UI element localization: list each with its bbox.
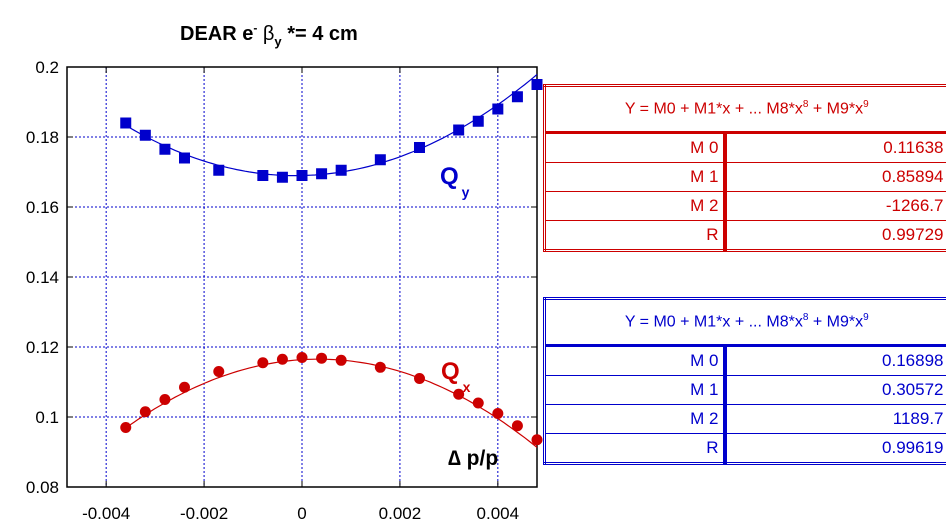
y-tick-label: 0.12 bbox=[26, 338, 59, 357]
data-point-square bbox=[276, 171, 288, 183]
data-point-circle bbox=[492, 408, 504, 419]
data-point-circle bbox=[414, 373, 425, 384]
q-y-label: Qy bbox=[440, 163, 470, 200]
data-point-circle bbox=[374, 361, 386, 373]
chart-title: DEAR e- βy *= 4 cm bbox=[180, 21, 358, 49]
param-value: 0.11638 bbox=[724, 132, 946, 163]
table-row: M 1 0.85894 bbox=[544, 162, 946, 192]
data-point-square bbox=[374, 154, 386, 166]
table-row: R 0.99619 bbox=[544, 433, 946, 464]
data-point-circle bbox=[511, 420, 523, 432]
param-name: M 0 bbox=[544, 132, 727, 163]
param-value: 0.16898 bbox=[724, 345, 946, 376]
data-point-square bbox=[296, 170, 308, 181]
param-name: M 2 bbox=[544, 191, 727, 221]
y-tick-label: 0.1 bbox=[35, 408, 59, 427]
table-row: R 0.99729 bbox=[544, 220, 946, 251]
data-point-circle bbox=[276, 353, 288, 365]
data-point-square bbox=[492, 103, 504, 115]
table-row: M 0 0.11638 bbox=[544, 132, 946, 163]
grid bbox=[67, 67, 537, 487]
data-point-circle bbox=[257, 357, 269, 369]
param-value: 0.99729 bbox=[724, 220, 946, 251]
data-point-circle bbox=[139, 406, 151, 418]
y-tick-label: 0.14 bbox=[26, 268, 59, 287]
param-name: M 0 bbox=[544, 345, 727, 376]
data-point-circle bbox=[213, 366, 225, 377]
param-value: 1189.7 bbox=[724, 404, 946, 434]
x-tick-label: -0.002 bbox=[180, 504, 228, 523]
data-point-square bbox=[335, 164, 347, 176]
x-tick-label: 0 bbox=[297, 504, 306, 523]
series bbox=[120, 74, 543, 448]
x-tick-label: 0.004 bbox=[477, 504, 520, 523]
param-name: M 1 bbox=[544, 375, 727, 405]
fit-table-red: Y = M0 + M1*x + ... M8*x8 + M9*x9 M 0 0.1… bbox=[543, 84, 946, 252]
y-tick-label: 0.16 bbox=[26, 198, 59, 217]
data-point-square bbox=[531, 79, 543, 90]
data-point-square bbox=[139, 129, 151, 141]
param-name: M 2 bbox=[544, 404, 727, 434]
data-point-square bbox=[453, 124, 465, 136]
y-tick-label: 0.18 bbox=[26, 128, 59, 147]
x-tick-label: -0.004 bbox=[82, 504, 130, 523]
data-point-circle bbox=[531, 434, 543, 446]
fit-curve bbox=[125, 358, 538, 448]
data-point-square bbox=[472, 115, 484, 127]
param-value: 0.30572 bbox=[724, 375, 946, 405]
param-name: R bbox=[544, 220, 727, 251]
data-point-square bbox=[316, 168, 328, 180]
table-row: M 2 1189.7 bbox=[544, 404, 946, 434]
q-x-label: Qx bbox=[441, 358, 471, 395]
y-tick-label: 0.08 bbox=[26, 478, 59, 497]
table-row: M 2 -1266.7 bbox=[544, 191, 946, 221]
param-name: R bbox=[544, 433, 727, 464]
data-point-circle bbox=[179, 381, 190, 393]
data-point-circle bbox=[453, 388, 465, 400]
data-point-square bbox=[120, 117, 132, 129]
x-axis-label: ∆ p/p bbox=[448, 447, 498, 470]
x-tick-label: 0.002 bbox=[379, 504, 422, 523]
table-row: M 1 0.30572 bbox=[544, 375, 946, 405]
fit-curve bbox=[125, 74, 538, 177]
data-point-circle bbox=[159, 394, 171, 405]
axis-ticks: 0.08 0.1 0.12 0.14 0.16 0.18 0.2 -0.004 -0.002 0 0… bbox=[26, 58, 537, 523]
data-point-circle bbox=[296, 352, 308, 363]
data-point-square bbox=[257, 170, 269, 181]
y-tick-label: 0.2 bbox=[35, 58, 59, 77]
param-value: 0.85894 bbox=[724, 162, 946, 192]
data-point-square bbox=[213, 164, 225, 176]
table-row: M 0 0.16898 bbox=[544, 345, 946, 376]
param-name: M 1 bbox=[544, 162, 727, 192]
data-point-square bbox=[179, 152, 190, 164]
data-point-circle bbox=[120, 422, 132, 433]
fit-equation: Y = M0 + M1*x + ... M8*x8 + M9*x9 bbox=[544, 85, 946, 134]
fit-table-blue: Y = M0 + M1*x + ... M8*x8 + M9*x9 M 0 0.1… bbox=[543, 297, 946, 465]
data-point-circle bbox=[316, 352, 328, 364]
data-point-circle bbox=[472, 397, 484, 409]
data-point-circle bbox=[335, 354, 347, 366]
data-point-square bbox=[159, 143, 171, 155]
fit-equation: Y = M0 + M1*x + ... M8*x8 + M9*x9 bbox=[544, 298, 946, 347]
data-point-square bbox=[511, 91, 523, 103]
fit-table-red-header: Y = M0 + M1*x + ... M8*x8 + M9*x9 bbox=[544, 85, 946, 134]
param-value: 0.99619 bbox=[724, 433, 946, 464]
param-value: -1266.7 bbox=[724, 191, 946, 221]
fit-table-blue-header: Y = M0 + M1*x + ... M8*x8 + M9*x9 bbox=[544, 298, 946, 347]
data-point-square bbox=[414, 142, 425, 153]
